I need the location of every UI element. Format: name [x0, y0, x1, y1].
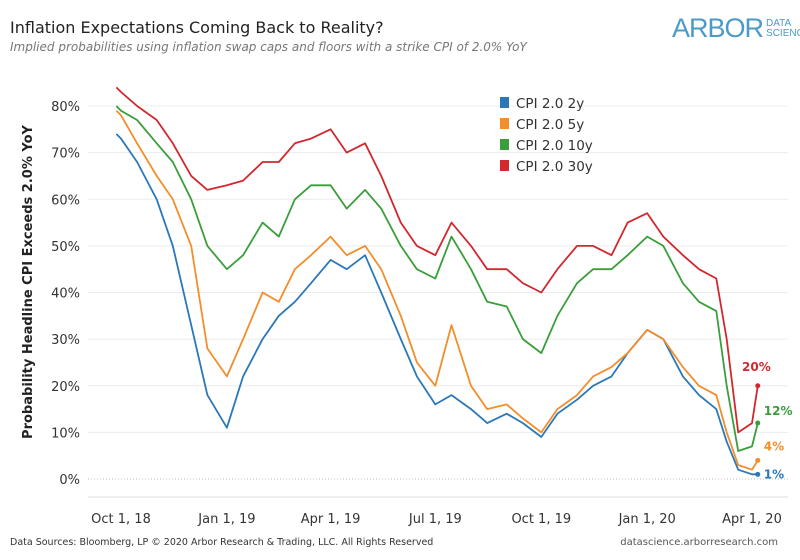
- x-tick-label: Jan 1, 19: [197, 512, 255, 527]
- y-tick-label: 0%: [59, 473, 80, 488]
- x-tick-label: Oct 1, 19: [511, 512, 571, 527]
- chart-title: Inflation Expectations Coming Back to Re…: [10, 18, 384, 37]
- end-value-label: 1%: [764, 467, 784, 481]
- legend-swatch: [500, 118, 509, 129]
- legend-label: CPI 2.0 30y: [516, 159, 593, 175]
- end-value-label: 20%: [742, 360, 771, 374]
- x-tick-label: Apr 1, 20: [722, 512, 782, 527]
- y-tick-label: 30%: [51, 333, 80, 348]
- y-tick-label: 60%: [51, 193, 80, 208]
- end-value-label: 4%: [764, 439, 784, 453]
- series-line-2: [115, 105, 759, 452]
- legend-label: CPI 2.0 2y: [516, 96, 584, 112]
- legend-swatch: [500, 160, 509, 171]
- y-tick-label: 80%: [51, 100, 80, 115]
- y-tick-label: 70%: [51, 147, 80, 162]
- series-line-0: [115, 133, 758, 476]
- y-axis-label: Probability Headline CPI Exceeds 2.0% Yo…: [21, 124, 36, 438]
- legend-label: CPI 2.0 5y: [516, 117, 584, 133]
- arbor-logo: ARBOR DATASCIENCE: [672, 13, 800, 44]
- series-end-point: [755, 457, 761, 463]
- y-tick-label: 10%: [51, 426, 80, 441]
- website-url: datascience.arborresearch.com: [620, 537, 778, 548]
- y-tick-label: 40%: [51, 287, 80, 302]
- y-tick-label: 20%: [51, 380, 80, 395]
- chart-subtitle: Implied probabilities using inflation sw…: [10, 40, 527, 54]
- x-tick-label: Jul 1, 19: [408, 512, 462, 527]
- series-end-point: [755, 471, 761, 477]
- legend-swatch: [500, 139, 509, 150]
- logo-main: ARBOR: [672, 13, 764, 43]
- x-tick-label: Apr 1, 19: [301, 512, 361, 527]
- legend-swatch: [500, 97, 509, 108]
- data-sources: Data Sources: Bloomberg, LP © 2020 Arbor…: [10, 537, 434, 548]
- series-end-point: [755, 383, 761, 389]
- series-line-3: [115, 86, 759, 434]
- x-tick-label: Oct 1, 18: [91, 512, 151, 527]
- series-end-point: [755, 420, 761, 426]
- x-tick-label: Jan 1, 20: [618, 512, 676, 527]
- series-line-1: [115, 110, 759, 471]
- legend-label: CPI 2.0 10y: [516, 138, 593, 154]
- logo-sub: DATASCIENCE: [766, 17, 800, 39]
- end-value-label: 12%: [764, 404, 793, 418]
- y-tick-label: 50%: [51, 240, 80, 255]
